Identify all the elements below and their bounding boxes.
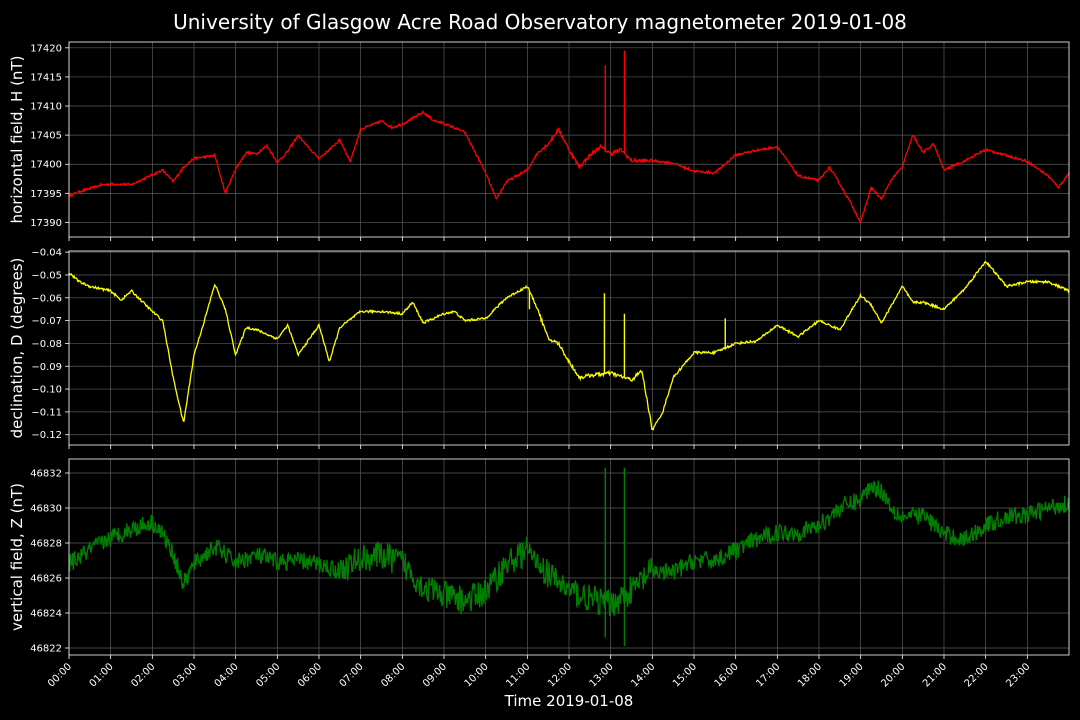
y-tick-label: 17395 bbox=[30, 189, 62, 200]
x-tick-label: 13:00 bbox=[588, 661, 616, 689]
x-tick-label: 20:00 bbox=[879, 661, 907, 689]
panel-3: 46822 46824 46826 46828 46830 46832 vertical f… bbox=[8, 458, 1070, 659]
x-tick-label: 16:00 bbox=[713, 661, 741, 689]
y-tick-label: 46822 bbox=[30, 644, 62, 655]
x-tick-label: 01:00 bbox=[88, 661, 116, 689]
x-axis-label: Time 2019-01-08 bbox=[504, 692, 634, 710]
x-tick-label: 17:00 bbox=[754, 661, 782, 689]
x-tick-label: 19:00 bbox=[838, 661, 866, 689]
y-tick-label: −0.04 bbox=[31, 248, 62, 259]
panel-1: 17390 17395 17400 17405 17410 17415 17420 horiz… bbox=[8, 41, 1070, 241]
x-tick-label: 08:00 bbox=[379, 661, 407, 689]
y-tick-label: 17390 bbox=[30, 218, 62, 229]
y-tick-label: 46830 bbox=[30, 504, 62, 515]
series-line bbox=[68, 480, 1070, 617]
y-axis-label: vertical field, Z (nT) bbox=[8, 483, 26, 631]
y-tick-label: 46824 bbox=[30, 609, 62, 620]
x-tick-label: 07:00 bbox=[338, 661, 366, 689]
chart-title: University of Glasgow Acre Road Observat… bbox=[173, 10, 907, 34]
y-tick-label: 17420 bbox=[30, 43, 62, 54]
y-tick-label: 17410 bbox=[30, 102, 62, 113]
x-tick-label: 21:00 bbox=[921, 661, 949, 689]
y-tick-label: −0.09 bbox=[31, 362, 62, 373]
x-tick-label: 14:00 bbox=[629, 661, 657, 689]
x-tick-label: 12:00 bbox=[546, 661, 574, 689]
x-tick-label: 00:00 bbox=[46, 661, 74, 689]
x-tick-label: 11:00 bbox=[504, 661, 532, 689]
x-tick-label: 10:00 bbox=[463, 661, 491, 689]
series-line bbox=[68, 260, 1070, 431]
y-tick-label: −0.08 bbox=[31, 339, 62, 350]
x-tick-label: 15:00 bbox=[671, 661, 699, 689]
x-tick-label: 06:00 bbox=[296, 661, 324, 689]
x-tick-label: 23:00 bbox=[1004, 661, 1032, 689]
x-tick-label: 02:00 bbox=[129, 661, 157, 689]
x-tick-label: 09:00 bbox=[421, 661, 449, 689]
y-tick-label: 46826 bbox=[30, 574, 62, 585]
x-tick-label: 04:00 bbox=[213, 661, 241, 689]
y-tick-label: −0.10 bbox=[31, 385, 62, 396]
y-tick-label: 46828 bbox=[30, 539, 62, 550]
y-tick-label: 17415 bbox=[30, 72, 62, 83]
y-tick-label: −0.06 bbox=[31, 293, 62, 304]
y-axis-label: horizontal field, H (nT) bbox=[8, 56, 26, 224]
y-tick-label: 46832 bbox=[30, 469, 62, 480]
y-tick-label: −0.12 bbox=[31, 430, 62, 441]
series-line bbox=[68, 110, 1070, 224]
y-tick-label: −0.05 bbox=[31, 270, 62, 281]
x-tick-label: 22:00 bbox=[963, 661, 991, 689]
y-tick-label: 17405 bbox=[30, 131, 62, 142]
panels-group: 17390 17395 17400 17405 17410 17415 17420 horiz… bbox=[8, 41, 1070, 690]
x-tick-label: 18:00 bbox=[796, 661, 824, 689]
y-axis-label: declination, D (degrees) bbox=[8, 258, 26, 439]
y-tick-label: −0.07 bbox=[31, 316, 62, 327]
x-tick-label: 05:00 bbox=[254, 661, 282, 689]
y-tick-label: 17400 bbox=[30, 160, 62, 171]
y-tick-label: −0.11 bbox=[31, 407, 62, 418]
x-tick-label: 03:00 bbox=[171, 661, 199, 689]
panel-2: −0.12 −0.11 −0.10 −0.09 −0.08 −0.07 −0.06 −0.05… bbox=[8, 248, 1070, 449]
